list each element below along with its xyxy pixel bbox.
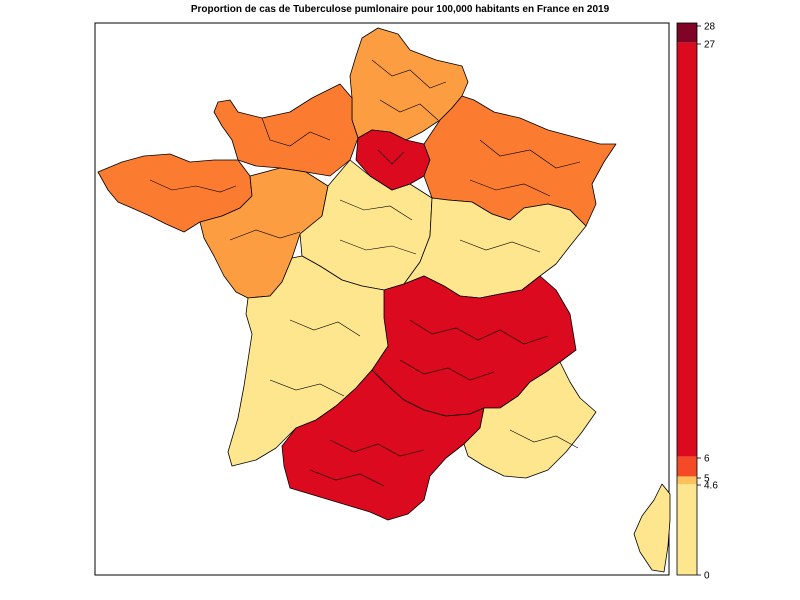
region-occitanie[interactable] — [281, 369, 485, 521]
legend-tick-label-2: 5 — [704, 474, 710, 485]
legend-frame — [676, 22, 698, 576]
legend-tick-label-0: 0 — [704, 571, 710, 582]
map-frame — [94, 22, 670, 576]
region-paca[interactable] — [463, 361, 597, 479]
legend-tick-label-1: 4.6 — [704, 481, 718, 492]
color-scale-legend: 0 4.65 6 27 28 — [676, 22, 718, 582]
legend-bin-0 — [677, 484, 697, 575]
legend-bin-3 — [677, 42, 697, 457]
map-title: Proportion de cas de Tuberculose pumlona… — [190, 4, 610, 15]
legend-tick-label-4: 27 — [704, 40, 716, 51]
legend-tick-label-5: 28 — [704, 22, 716, 33]
region-normandie[interactable] — [213, 83, 359, 177]
department-borders — [149, 59, 581, 487]
legend-bin-1 — [677, 476, 697, 485]
region-corse[interactable] — [633, 483, 671, 573]
regions — [97, 27, 671, 573]
legend-bin-4 — [677, 23, 697, 43]
legend-tick-label-3: 6 — [704, 454, 710, 465]
legend-bin-2 — [677, 456, 697, 477]
